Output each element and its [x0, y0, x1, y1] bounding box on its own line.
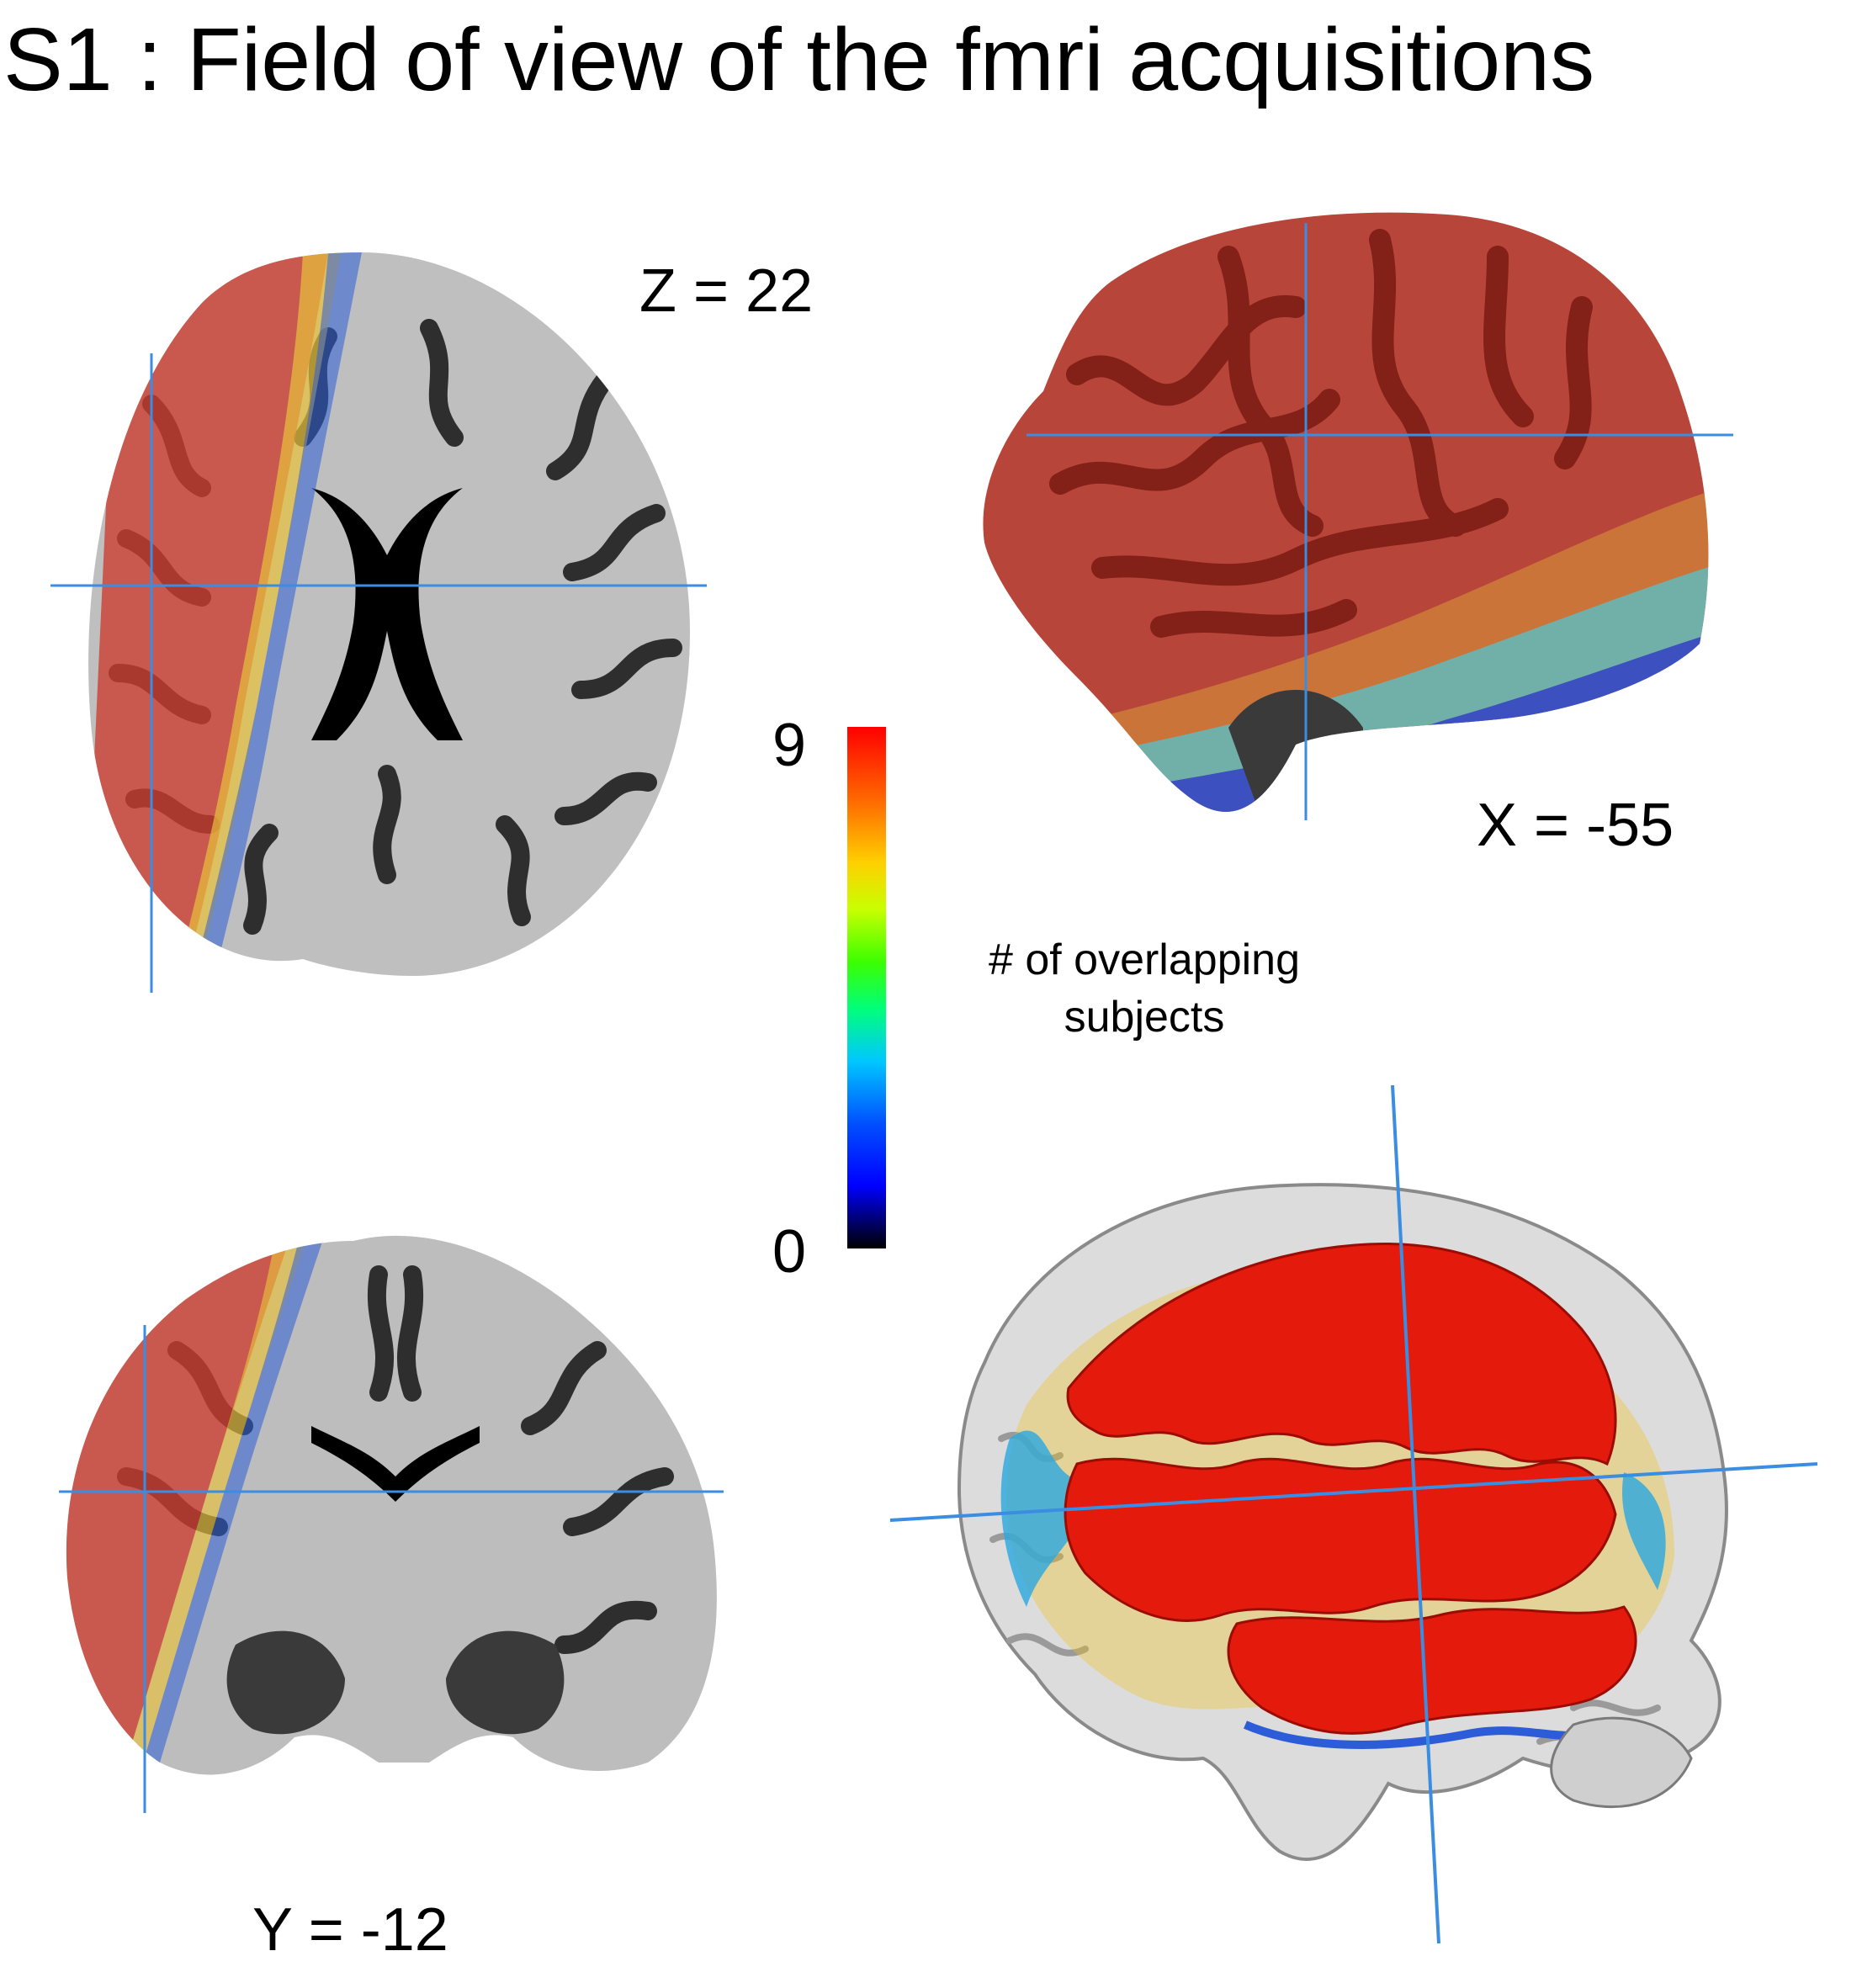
figure-title: S1 : Field of view of the fmri acquisiti…	[3, 10, 1595, 109]
colorbar-max-label: 9	[772, 712, 807, 779]
colorbar	[847, 727, 886, 1248]
sagittal-brain-slice	[983, 212, 1733, 820]
axial-brain-slice	[50, 252, 707, 993]
colorbar-min-label: 0	[772, 1218, 807, 1286]
rendered-3d-brain	[889, 1085, 1818, 1943]
axial-slice-label: Z = 22	[639, 257, 814, 325]
coronal-brain-slice	[59, 1235, 724, 1813]
colorbar-caption-line2: subjects	[1064, 992, 1225, 1042]
coronal-slice-label: Y = -12	[252, 1896, 448, 1964]
sagittal-slice-label: X = -55	[1477, 792, 1674, 859]
colorbar-caption: # of overlapping subjects	[942, 932, 1346, 1046]
colorbar-caption-line1: # of overlapping	[988, 936, 1301, 984]
